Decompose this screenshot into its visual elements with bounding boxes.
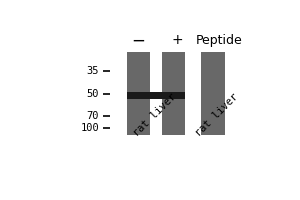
Text: −: −	[132, 31, 145, 49]
Text: 100: 100	[80, 123, 99, 133]
Text: Peptide: Peptide	[196, 34, 242, 47]
Bar	[127, 52, 150, 135]
Text: rat liver: rat liver	[132, 92, 178, 139]
Text: 50: 50	[87, 89, 99, 99]
Bar	[162, 52, 185, 135]
Text: 70: 70	[87, 111, 99, 121]
Bar	[127, 92, 185, 99]
Text: +: +	[171, 33, 183, 47]
Text: rat liver: rat liver	[193, 92, 240, 139]
Text: 35: 35	[87, 66, 99, 76]
Bar	[201, 52, 225, 135]
